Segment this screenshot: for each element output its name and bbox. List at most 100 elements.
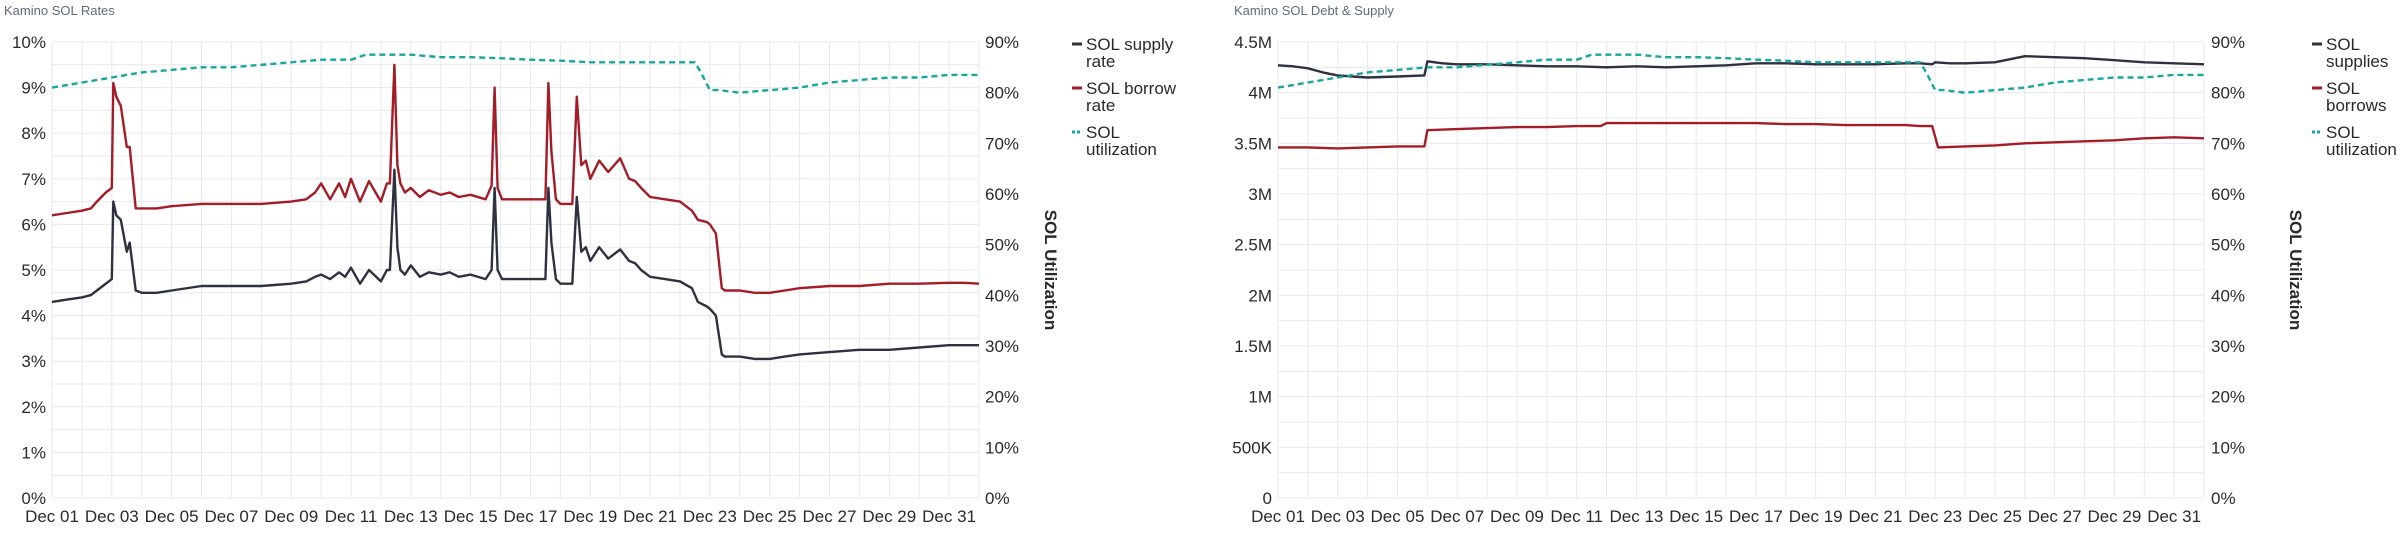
y-tick-label-right: 80% xyxy=(985,84,1019,103)
x-tick-label: Dec 07 xyxy=(1430,507,1484,526)
y-axis-title-right: SOL Utilization xyxy=(2286,210,2305,331)
y-tick-label-right: 90% xyxy=(2211,33,2245,52)
x-tick-label: Dec 25 xyxy=(743,507,797,526)
y-tick-label-right: 30% xyxy=(2211,337,2245,356)
x-tick-label: Dec 27 xyxy=(803,507,857,526)
x-tick-label: Dec 29 xyxy=(2087,507,2141,526)
y-tick-label-left: 0% xyxy=(21,489,46,508)
x-tick-label: Dec 21 xyxy=(1848,507,1902,526)
x-tick-label: Dec 09 xyxy=(1490,507,1544,526)
y-tick-label-right: 40% xyxy=(2211,286,2245,305)
debt-y-axis-left: 0 500K 1M 1.5M 2M 2.5M 3M 3.5M 4M 4.5M xyxy=(1232,33,1272,508)
y-axis-title-right: SOL Utilization xyxy=(1041,210,1060,331)
series-line-borrow-rate xyxy=(1278,121,2205,150)
y-tick-label-right: 60% xyxy=(2211,185,2245,204)
x-tick-label: Dec 13 xyxy=(384,507,438,526)
rates-chart-title: Kamino SOL Rates xyxy=(4,3,115,18)
x-tick-label: Dec 11 xyxy=(325,507,378,526)
y-tick-label-left: 5% xyxy=(21,261,46,280)
debt-supply-chart-panel: Kamino SOL Debt & Supply 0 500K 1M 1.5M 2M 2.… xyxy=(1230,0,2407,537)
x-tick-label: Dec 11 xyxy=(1550,507,1603,526)
y-tick-label-left: 0 xyxy=(1263,489,1272,508)
debt-y-axis-right: 0% 10% 20% 30% 40% 50% 60% 70% 80% 90% xyxy=(2211,33,2245,508)
legend-label-line: borrows xyxy=(2326,96,2386,115)
legend-label-line: SOL borrow xyxy=(1086,79,1177,98)
legend-label-line: supplies xyxy=(2326,52,2388,71)
y-tick-label-right: 80% xyxy=(2211,84,2245,103)
debt-supply-chart-title: Kamino SOL Debt & Supply xyxy=(1234,3,1394,18)
series-line-borrow-rate xyxy=(51,63,980,294)
y-tick-label-left: 1.5M xyxy=(1234,337,1272,356)
x-tick-label: Dec 09 xyxy=(264,507,318,526)
y-tick-label-right: 0% xyxy=(2211,489,2236,508)
y-tick-label-left: 2% xyxy=(21,398,46,417)
y-tick-label-left: 1% xyxy=(21,443,46,462)
y-tick-label-left: 2.5M xyxy=(1234,236,1272,255)
y-tick-label-right: 50% xyxy=(985,236,1019,255)
y-tick-label-left: 2M xyxy=(1248,286,1272,305)
debt-supply-chart: 0 500K 1M 1.5M 2M 2.5M 3M 3.5M 4M 4.5M 0% 10% 20% 30%… xyxy=(1232,33,2397,526)
y-tick-label-left: 3% xyxy=(21,352,46,371)
series-line-supply-rate xyxy=(1277,55,2205,79)
series-line-utilization xyxy=(51,53,979,94)
y-tick-label-right: 10% xyxy=(985,438,1019,457)
x-tick-label: Dec 03 xyxy=(85,507,139,526)
y-tick-label-right: 30% xyxy=(985,337,1019,356)
y-tick-label-right: 60% xyxy=(985,185,1019,204)
legend-label-line: SOL xyxy=(2326,123,2360,142)
x-tick-label: Dec 23 xyxy=(683,507,737,526)
x-tick-label: Dec 15 xyxy=(1669,507,1723,526)
y-tick-label-left: 3M xyxy=(1248,185,1272,204)
y-tick-label-left: 500K xyxy=(1232,438,1272,457)
x-tick-label: Dec 25 xyxy=(1968,507,2022,526)
rates-chart-panel: Kamino SOL Rates 0% 1% 2% 3% 4% 5% 6% 7% 8% 9% 10%… xyxy=(4,3,1177,526)
x-tick-label: Dec 27 xyxy=(2028,507,2082,526)
y-tick-label-right: 90% xyxy=(985,33,1019,52)
x-tick-label: Dec 23 xyxy=(1908,507,1962,526)
rates-y-axis-left: 0% 1% 2% 3% 4% 5% 6% 7% 8% 9% 10% xyxy=(12,33,46,508)
y-tick-label-right: 50% xyxy=(2211,236,2245,255)
x-tick-label: Dec 01 xyxy=(25,507,79,526)
x-tick-label: Dec 21 xyxy=(623,507,677,526)
y-tick-label-right: 70% xyxy=(2211,134,2245,153)
x-tick-label: Dec 17 xyxy=(1729,507,1783,526)
x-tick-label: Dec 29 xyxy=(862,507,916,526)
rates-grid xyxy=(51,41,980,499)
y-tick-label-left: 4.5M xyxy=(1234,33,1272,52)
series-line-utilization xyxy=(1277,53,2204,94)
legend-label-line: rate xyxy=(1086,52,1115,71)
y-tick-label-left: 3.5M xyxy=(1234,134,1272,153)
legend-label-line: utilization xyxy=(2326,140,2397,159)
y-tick-label-right: 20% xyxy=(985,388,1019,407)
y-tick-label-right: 40% xyxy=(985,286,1019,305)
debt-x-axis: Dec 01 Dec 03 Dec 05 Dec 07 Dec 09 Dec 11 Dec … xyxy=(1251,507,2201,526)
x-tick-label: Dec 05 xyxy=(1371,507,1425,526)
y-tick-label-left: 7% xyxy=(21,170,46,189)
x-tick-label: Dec 15 xyxy=(444,507,498,526)
rates-chart: 0% 1% 2% 3% 4% 5% 6% 7% 8% 9% 10% 0% 10% 20% 30% 40% 50%… xyxy=(12,33,1177,526)
y-tick-label-right: 10% xyxy=(2211,438,2245,457)
debt-grid xyxy=(1277,41,2205,499)
y-tick-label-left: 8% xyxy=(21,124,46,143)
legend-label-line: SOL xyxy=(2326,79,2360,98)
y-tick-label-left: 9% xyxy=(21,79,46,98)
x-tick-label: Dec 05 xyxy=(145,507,199,526)
legend-label-line: SOL xyxy=(1086,123,1120,142)
y-tick-label-left: 10% xyxy=(12,33,46,52)
series-line-supply-rate xyxy=(51,168,979,361)
x-tick-label: Dec 13 xyxy=(1610,507,1664,526)
y-tick-label-right: 20% xyxy=(2211,388,2245,407)
y-tick-label-left: 1M xyxy=(1248,388,1272,407)
x-tick-label: Dec 03 xyxy=(1311,507,1365,526)
x-tick-label: Dec 19 xyxy=(563,507,617,526)
legend-label-line: SOL supply xyxy=(1086,35,1174,54)
legend-label-line: rate xyxy=(1086,96,1115,115)
